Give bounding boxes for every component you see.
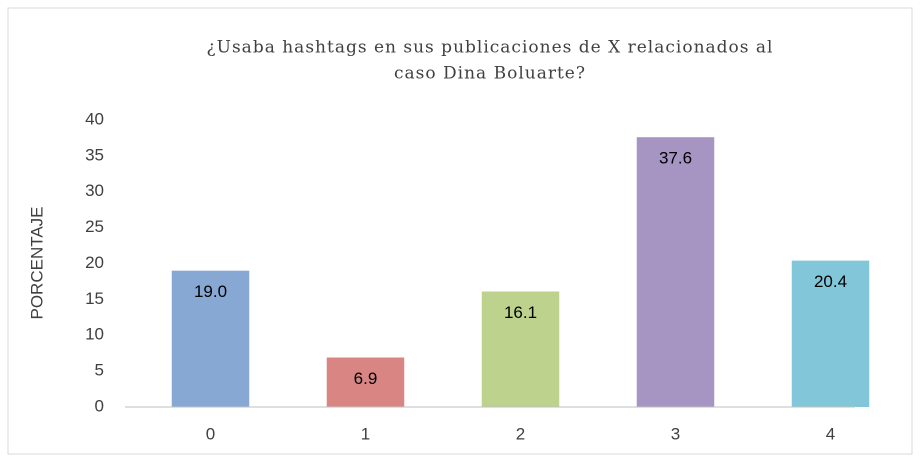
y-tick-label: 5 — [95, 361, 104, 380]
bar — [326, 357, 405, 407]
x-tick-label: 0 — [206, 424, 215, 443]
y-tick-label: 25 — [85, 217, 104, 236]
data-label: 37.6 — [659, 149, 692, 168]
x-tick-label: 4 — [826, 424, 835, 443]
x-tick-label: 1 — [361, 424, 370, 443]
chart-frame — [7, 7, 913, 455]
y-axis-label: PORCENTAJE — [27, 206, 46, 319]
x-tick-label: 3 — [671, 424, 680, 443]
y-tick-label: 40 — [85, 109, 104, 128]
y-tick-label: 10 — [85, 325, 104, 344]
y-tick-label: 15 — [85, 289, 104, 308]
chart-title: ¿Usaba hashtags en sus publicaciones de … — [207, 38, 774, 58]
y-tick-label: 35 — [85, 145, 104, 164]
bar — [481, 291, 560, 407]
data-label: 16.1 — [504, 303, 537, 322]
y-tick-label: 30 — [85, 181, 104, 200]
x-tick-label: 2 — [516, 424, 525, 443]
bar — [791, 260, 870, 407]
data-label: 20.4 — [814, 272, 847, 291]
bar — [636, 137, 715, 407]
data-label: 19.0 — [194, 282, 227, 301]
y-tick-label: 0 — [95, 396, 104, 415]
chart-title: caso Dina Boluarte? — [394, 64, 586, 84]
bar — [171, 270, 250, 407]
y-tick-label: 20 — [85, 253, 104, 272]
data-label: 6.9 — [354, 369, 378, 388]
